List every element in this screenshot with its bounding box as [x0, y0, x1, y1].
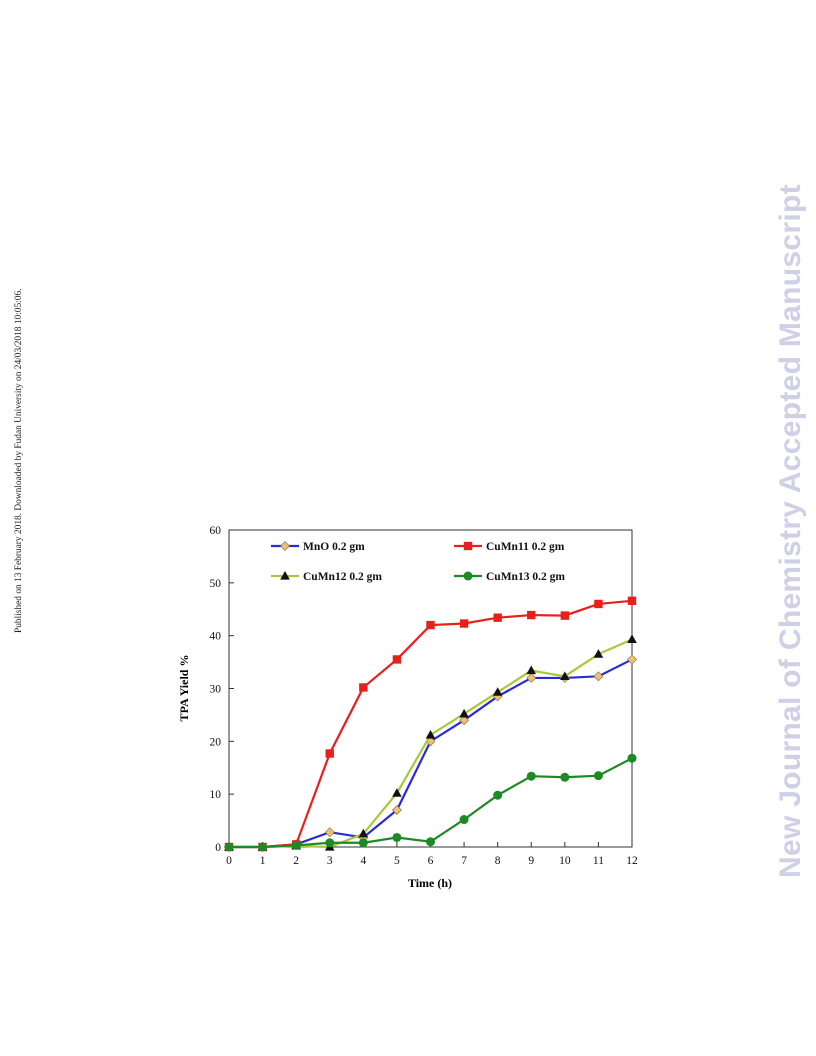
data-point — [258, 842, 268, 852]
x-tick-label: 8 — [495, 855, 501, 867]
legend-entry: CuMn13 0.2 gm — [454, 571, 565, 583]
data-point — [291, 840, 301, 850]
data-point — [560, 671, 570, 680]
data-point — [325, 838, 335, 848]
x-tick-label: 6 — [428, 855, 434, 867]
series-2 — [224, 596, 637, 852]
legend-marker — [463, 571, 473, 581]
y-tick-label: 20 — [210, 736, 222, 748]
data-point — [324, 827, 335, 838]
y-tick-label: 30 — [210, 684, 222, 696]
data-point — [526, 771, 536, 781]
x-tick-label: 0 — [226, 855, 232, 867]
legend-label: CuMn13 0.2 gm — [486, 571, 565, 583]
series-line — [229, 658, 633, 849]
data-point — [391, 805, 402, 815]
data-point — [493, 613, 502, 622]
data-point — [426, 620, 435, 630]
tpa-yield-chart: 0 10 20 30 40 50 60 0 1 2 3 4 5 6 7 8 9 10 11 12 MnO 0.2 gm… — [150, 510, 670, 910]
legend-marker — [280, 571, 290, 580]
data-point — [593, 771, 603, 781]
legend-entry: CuMn11 0.2 gm — [454, 541, 565, 553]
x-tick-label: 11 — [593, 855, 604, 867]
journal-watermark: New Journal of Chemistry Accepted Manusc… — [770, 178, 810, 880]
x-tick-label: 5 — [394, 855, 400, 867]
y-tick-label: 10 — [210, 789, 222, 801]
legend-label: MnO 0.2 gm — [303, 541, 365, 553]
plot-frame — [228, 529, 633, 848]
x-axis-label: Time (h) — [408, 876, 452, 890]
data-point — [459, 708, 469, 718]
series-1 — [224, 654, 637, 852]
legend-entry: CuMn12 0.2 gm — [271, 571, 382, 583]
journal-watermark-text: New Journal of Chemistry Accepted Manusc… — [774, 184, 807, 878]
data-point — [526, 673, 537, 683]
data-point — [493, 790, 503, 800]
data-point — [425, 729, 436, 739]
y-tick-label: 40 — [210, 631, 222, 643]
series-4 — [224, 753, 637, 852]
data-point — [325, 749, 334, 758]
data-point — [593, 649, 604, 658]
y-axis-label: TPA Yield % — [177, 655, 191, 722]
download-note-text: Published on 13 February 2018. Downloade… — [14, 288, 24, 633]
data-point — [560, 611, 570, 620]
data-point — [526, 665, 537, 675]
data-point — [224, 842, 234, 852]
legend-entry: MnO 0.2 gm — [271, 541, 365, 553]
x-tick-label: 4 — [360, 855, 366, 867]
data-point — [459, 715, 470, 726]
x-tick-label: 3 — [327, 855, 333, 867]
legend-label: CuMn11 0.2 gm — [486, 541, 565, 553]
data-point — [627, 596, 637, 605]
series-line — [229, 599, 633, 849]
data-point — [627, 753, 637, 763]
x-tick-label: 7 — [461, 855, 467, 867]
data-point — [392, 788, 402, 797]
chart-series — [224, 596, 637, 852]
x-tick-label: 2 — [293, 855, 299, 867]
legend-marker — [280, 541, 290, 551]
y-tick-label: 60 — [210, 525, 222, 537]
data-point — [492, 687, 503, 696]
data-point — [627, 654, 637, 665]
series-line — [229, 757, 633, 849]
download-note: Published on 13 February 2018. Downloade… — [14, 243, 28, 633]
data-point — [392, 655, 402, 664]
y-tick-label: 50 — [210, 578, 222, 590]
x-tick-label: 9 — [528, 855, 534, 867]
data-point — [358, 828, 369, 838]
legend-label: CuMn12 0.2 gm — [303, 571, 382, 583]
data-point — [359, 683, 368, 692]
data-point — [627, 634, 637, 643]
data-point — [459, 619, 469, 628]
data-point — [358, 838, 368, 848]
data-point — [593, 671, 604, 682]
chart-legend: MnO 0.2 gm CuMn11 0.2 gm CuMn12 0.2 gm CuMn… — [271, 541, 565, 583]
data-point — [392, 832, 402, 842]
data-point — [426, 837, 435, 847]
legend-marker — [463, 541, 473, 551]
data-point — [527, 610, 536, 620]
x-tick-label: 10 — [559, 855, 571, 867]
data-point — [459, 815, 469, 825]
y-tick-label: 0 — [215, 842, 221, 854]
data-point — [594, 599, 603, 609]
data-point — [560, 772, 570, 782]
x-tick-label: 12 — [626, 855, 638, 867]
x-tick-label: 1 — [260, 855, 266, 867]
